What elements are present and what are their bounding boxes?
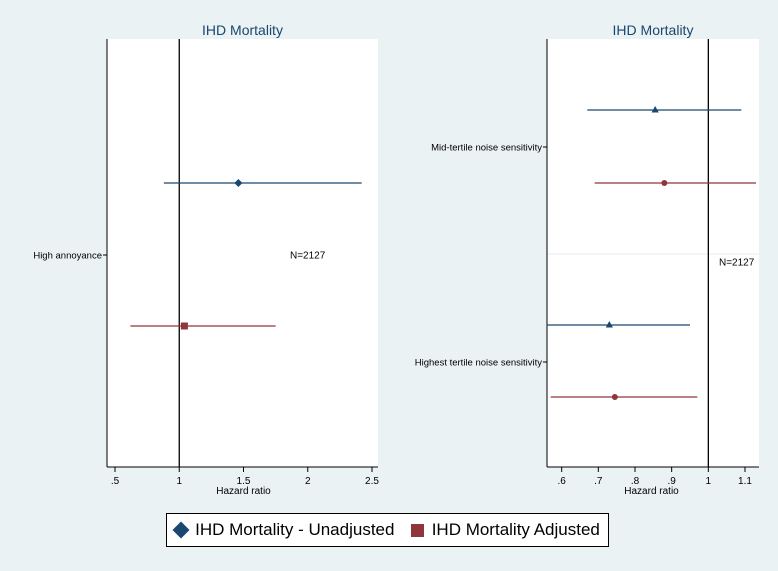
p2-annotation: N=2127 [719,258,755,269]
p2-x-tick-label: .9 [667,476,676,487]
p2-title: IHD Mortality [613,22,694,38]
legend-label-adjusted: IHD Mortality Adjusted [431,520,600,539]
p2-point-triangle [651,106,659,113]
p2-category-label: Highest tertile noise sensitivity [415,358,542,369]
p2-point-circle [661,180,668,186]
legend-item-adjusted: IHD Mortality Adjusted [410,520,600,540]
p2-category-label: Mid-tertile noise sensitivity [431,143,542,154]
square-marker-icon [410,523,424,537]
p2-x-tick-label: .7 [594,476,603,487]
p1-title: IHD Mortality [202,22,283,38]
legend-label-unadjusted: IHD Mortality - Unadjusted [195,520,395,539]
p1-plot-area [107,39,378,467]
p1-x-tick-label: .5 [111,476,120,487]
p2-x-tick-label: .6 [557,476,566,487]
legend: IHD Mortality - Unadjusted IHD Mortality… [166,513,609,547]
p1-x-tick-label: 1.5 [237,476,251,487]
p1-x-axis-label: Hazard ratio [216,486,271,497]
legend-item-unadjusted: IHD Mortality - Unadjusted [172,520,395,540]
p2-x-tick-label: .8 [631,476,640,487]
p1-point-diamond [234,179,243,187]
p2-x-tick-label: 1 [706,476,712,487]
p2-x-tick-label: 1.1 [738,476,752,487]
p1-x-tick-label: 2.5 [365,476,379,487]
p1-category-label: High annoyance [33,251,102,262]
p1-point-square [180,322,188,330]
p2-point-circle [611,394,618,400]
p2-point-triangle [605,321,613,328]
p2-plot-area [547,39,759,467]
p1-x-tick-label: 2 [305,476,311,487]
p2-x-axis-label: Hazard ratio [624,486,679,497]
p1-annotation: N=2127 [290,251,326,262]
p1-x-tick-label: 1 [176,476,182,487]
diamond-marker-icon [172,521,190,539]
